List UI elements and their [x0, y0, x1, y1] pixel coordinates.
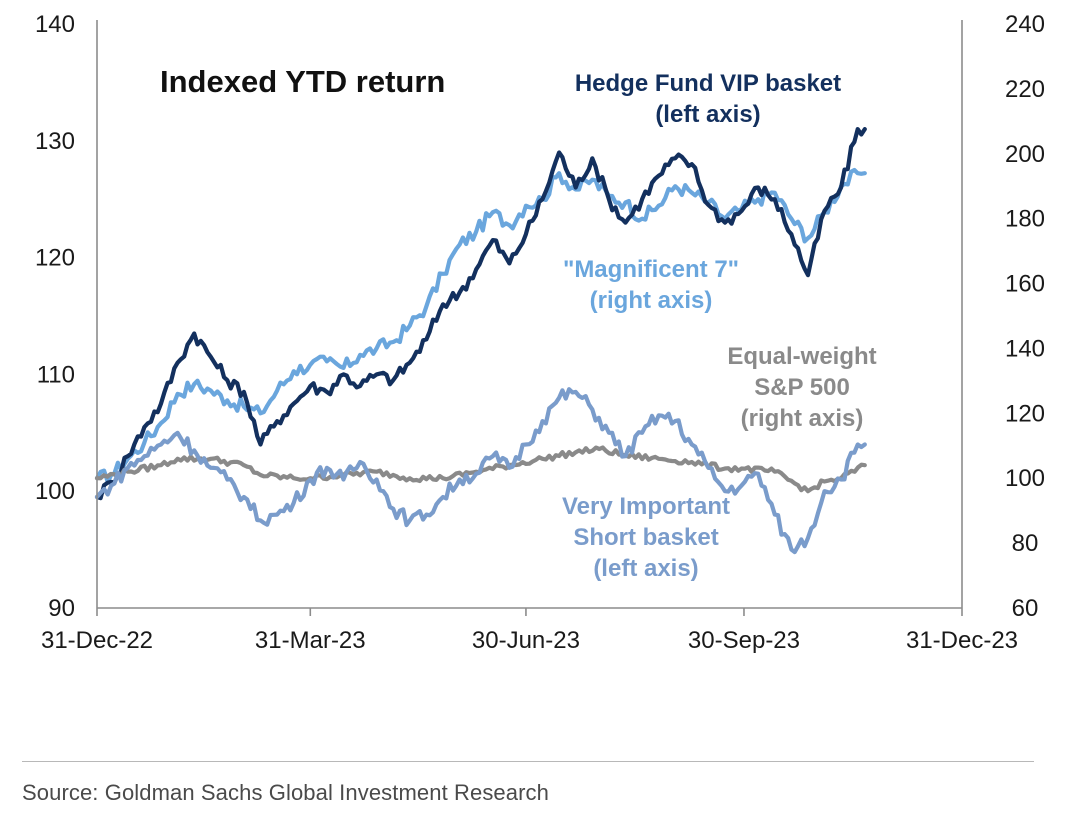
right-tick-label: 80 — [1012, 530, 1039, 557]
x-tick-label: 31-Dec-22 — [41, 627, 153, 654]
source-note: Source: Goldman Sachs Global Investment … — [22, 780, 549, 805]
right-tick-label: 140 — [1005, 335, 1045, 362]
footer-divider — [22, 761, 1034, 762]
right-tick-label: 160 — [1005, 271, 1045, 298]
series-label-equal-weight-s-p-500: S&P 500 — [754, 374, 850, 401]
x-tick-label: 31-Mar-23 — [255, 627, 366, 654]
series-line-magnificent-7 — [94, 167, 867, 484]
left-tick-label: 100 — [35, 478, 75, 505]
series-label-magnificent-7: (right axis) — [590, 287, 713, 314]
x-tick-label: 31-Dec-23 — [906, 627, 1018, 654]
series-label-very-important-short-basket: Very Important — [562, 493, 730, 520]
series-label-equal-weight-s-p-500: Equal-weight — [727, 343, 876, 370]
series-label-magnificent-7: "Magnificent 7" — [563, 256, 739, 283]
series-line-hedge-fund-vip-basket — [94, 127, 867, 501]
right-tick-label: 200 — [1005, 141, 1045, 168]
left-tick-label: 130 — [35, 128, 75, 155]
series-label-equal-weight-s-p-500: (right axis) — [741, 405, 864, 432]
series-label-hedge-fund-vip-basket: (left axis) — [655, 101, 760, 128]
right-tick-label: 180 — [1005, 206, 1045, 233]
series-label-very-important-short-basket: (left axis) — [593, 555, 698, 582]
right-tick-label: 120 — [1005, 400, 1045, 427]
left-tick-label: 110 — [37, 361, 75, 388]
left-tick-label: 120 — [35, 245, 75, 272]
left-tick-label: 90 — [48, 595, 75, 622]
series-line-very-important-short-basket — [94, 387, 867, 555]
series-label-hedge-fund-vip-basket: Hedge Fund VIP basket — [575, 70, 841, 97]
series-label-very-important-short-basket: Short basket — [573, 524, 718, 551]
x-tick-label: 30-Sep-23 — [688, 627, 800, 654]
right-tick-label: 240 — [1005, 11, 1045, 38]
right-tick-label: 100 — [1005, 465, 1045, 492]
chart: 90 100 110 120 130 140 60 80 100 120 140 160 180 200 2… — [35, 11, 1045, 654]
chart-title: Indexed YTD return — [160, 64, 445, 99]
right-tick-label: 60 — [1012, 595, 1039, 622]
right-tick-label: 220 — [1005, 76, 1045, 103]
x-tick-label: 30-Jun-23 — [472, 627, 580, 654]
left-tick-label: 140 — [35, 11, 75, 38]
